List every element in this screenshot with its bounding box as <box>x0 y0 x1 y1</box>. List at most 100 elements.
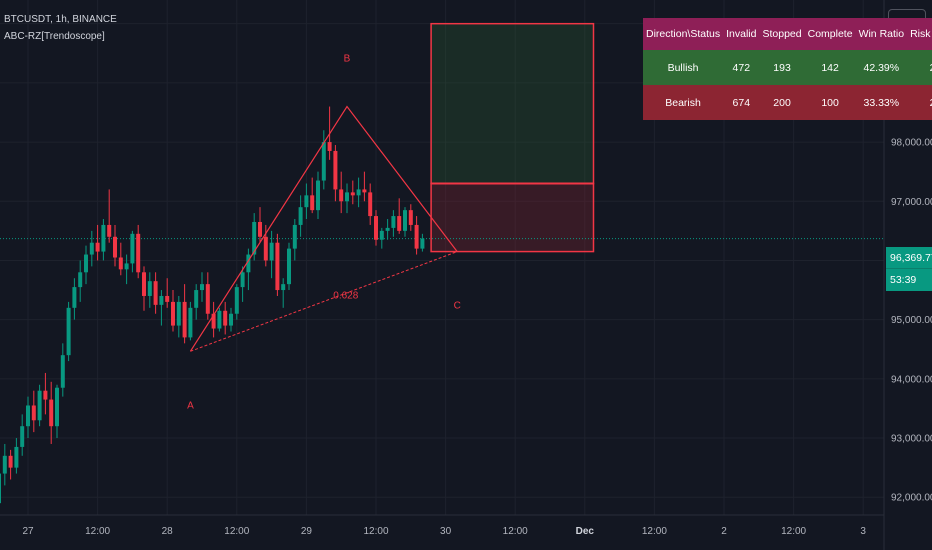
candle-body <box>217 310 222 329</box>
candle-body <box>84 254 88 273</box>
candle-body <box>333 150 338 190</box>
candle-body <box>356 189 361 196</box>
candle-body <box>281 284 286 291</box>
candle-body <box>298 207 303 225</box>
stats-header-row: Direction\Status Invalid Stopped Complet… <box>643 18 932 50</box>
candle-body <box>368 192 373 217</box>
candle-body <box>229 313 233 326</box>
candle-body <box>49 399 54 427</box>
candle-body <box>101 224 106 252</box>
candle-body <box>142 272 146 296</box>
candle-body <box>8 455 13 468</box>
candle-body <box>136 233 141 273</box>
x-tick-label: 12:00 <box>642 526 667 537</box>
candle-body <box>408 210 413 225</box>
x-tick-label: 28 <box>162 526 174 537</box>
stats-cell: 33.33% <box>855 85 908 120</box>
candle-body <box>188 307 193 338</box>
x-tick-label: 3 <box>860 526 866 537</box>
ratio-label: 0.628 <box>333 290 358 301</box>
candle-body <box>130 233 135 264</box>
candle-body <box>118 257 123 270</box>
candle-body <box>240 272 245 288</box>
candle-body <box>14 446 19 468</box>
candle-body <box>107 224 112 237</box>
stats-cell: 100 <box>804 85 856 120</box>
ac-dashed-line <box>190 251 458 352</box>
x-tick-label: 12:00 <box>781 526 806 537</box>
symbol-label[interactable]: BTCUSDT, 1h, BINANCE <box>4 14 117 25</box>
candle-body <box>258 221 262 237</box>
stats-header: Risk Reward <box>907 18 932 50</box>
candle-body <box>362 189 367 193</box>
label-a: A <box>187 400 194 411</box>
candle-body <box>43 390 48 400</box>
candle-body <box>304 195 309 208</box>
candle-body <box>391 216 396 228</box>
candle-body <box>287 248 291 285</box>
candle-body <box>72 287 77 308</box>
candle-body <box>95 242 100 252</box>
candle-body <box>211 313 216 329</box>
candle-body <box>113 236 117 258</box>
candle-body <box>292 224 297 249</box>
stats-cell: Bullish <box>643 50 724 85</box>
candle-body <box>78 272 83 288</box>
candle-body <box>345 192 349 202</box>
stats-header: Invalid <box>723 18 760 50</box>
candle-body <box>26 405 30 427</box>
stats-cell: 142 <box>804 50 856 85</box>
candle-body <box>379 230 384 240</box>
candle-body <box>269 242 274 261</box>
candle-body <box>89 242 94 255</box>
current-price: 96,369.77 <box>890 252 932 264</box>
stop-zone <box>430 182 595 253</box>
x-tick-label: 12:00 <box>85 526 110 537</box>
stats-cell: 2.33 <box>907 85 932 120</box>
candle-body <box>246 254 251 273</box>
abc-pattern-line <box>189 105 458 352</box>
candle-body <box>403 210 407 231</box>
x-tick-label: 2 <box>721 526 727 537</box>
indicator-label[interactable]: ABC-RZ[Trendoscope] <box>4 31 105 42</box>
candle-body <box>124 263 129 270</box>
candle-body <box>165 295 170 302</box>
x-tick-label: 27 <box>22 526 34 537</box>
candle-body <box>153 281 158 305</box>
candle-body <box>414 224 419 249</box>
candle-body <box>374 216 378 240</box>
candle-body <box>234 287 239 314</box>
candle-countdown: 53:39 <box>890 274 917 286</box>
candle-body <box>31 405 36 421</box>
stats-cell: Bearish <box>643 85 724 120</box>
x-tick-label: 29 <box>301 526 313 537</box>
stats-header: Win Ratio <box>855 18 908 50</box>
candle-body <box>0 473 1 504</box>
target-zone <box>430 22 595 185</box>
x-tick-label: 12:00 <box>224 526 249 537</box>
candle-body <box>20 426 25 447</box>
candle-body <box>316 180 320 211</box>
candle-body <box>310 195 315 211</box>
current-price-tag: 96,369.77 53:39 <box>886 247 932 291</box>
x-tick-label: 12:00 <box>503 526 528 537</box>
candle-body <box>147 281 152 296</box>
y-tick-label: 92,000.00 <box>891 493 932 504</box>
candle-body <box>223 310 228 326</box>
y-tick-label: 94,000.00 <box>891 374 932 385</box>
candle-body <box>397 216 402 231</box>
candle-body <box>327 142 332 151</box>
label-c: C <box>454 301 461 312</box>
candle-body <box>350 192 355 196</box>
candle-body <box>171 301 175 326</box>
x-tick-label: 12:00 <box>363 526 388 537</box>
candle-body <box>182 301 187 338</box>
candle-body <box>176 301 181 326</box>
stats-cell: 674 <box>723 85 760 120</box>
x-tick-label: Dec <box>576 526 595 537</box>
candle-body <box>194 290 199 308</box>
stats-cell: 2.33 <box>907 50 932 85</box>
stats-cell: 200 <box>759 85 805 120</box>
candle-body <box>420 238 425 249</box>
stats-row-bearish: Bearish 674 200 100 33.33% 2.33 <box>643 85 932 120</box>
